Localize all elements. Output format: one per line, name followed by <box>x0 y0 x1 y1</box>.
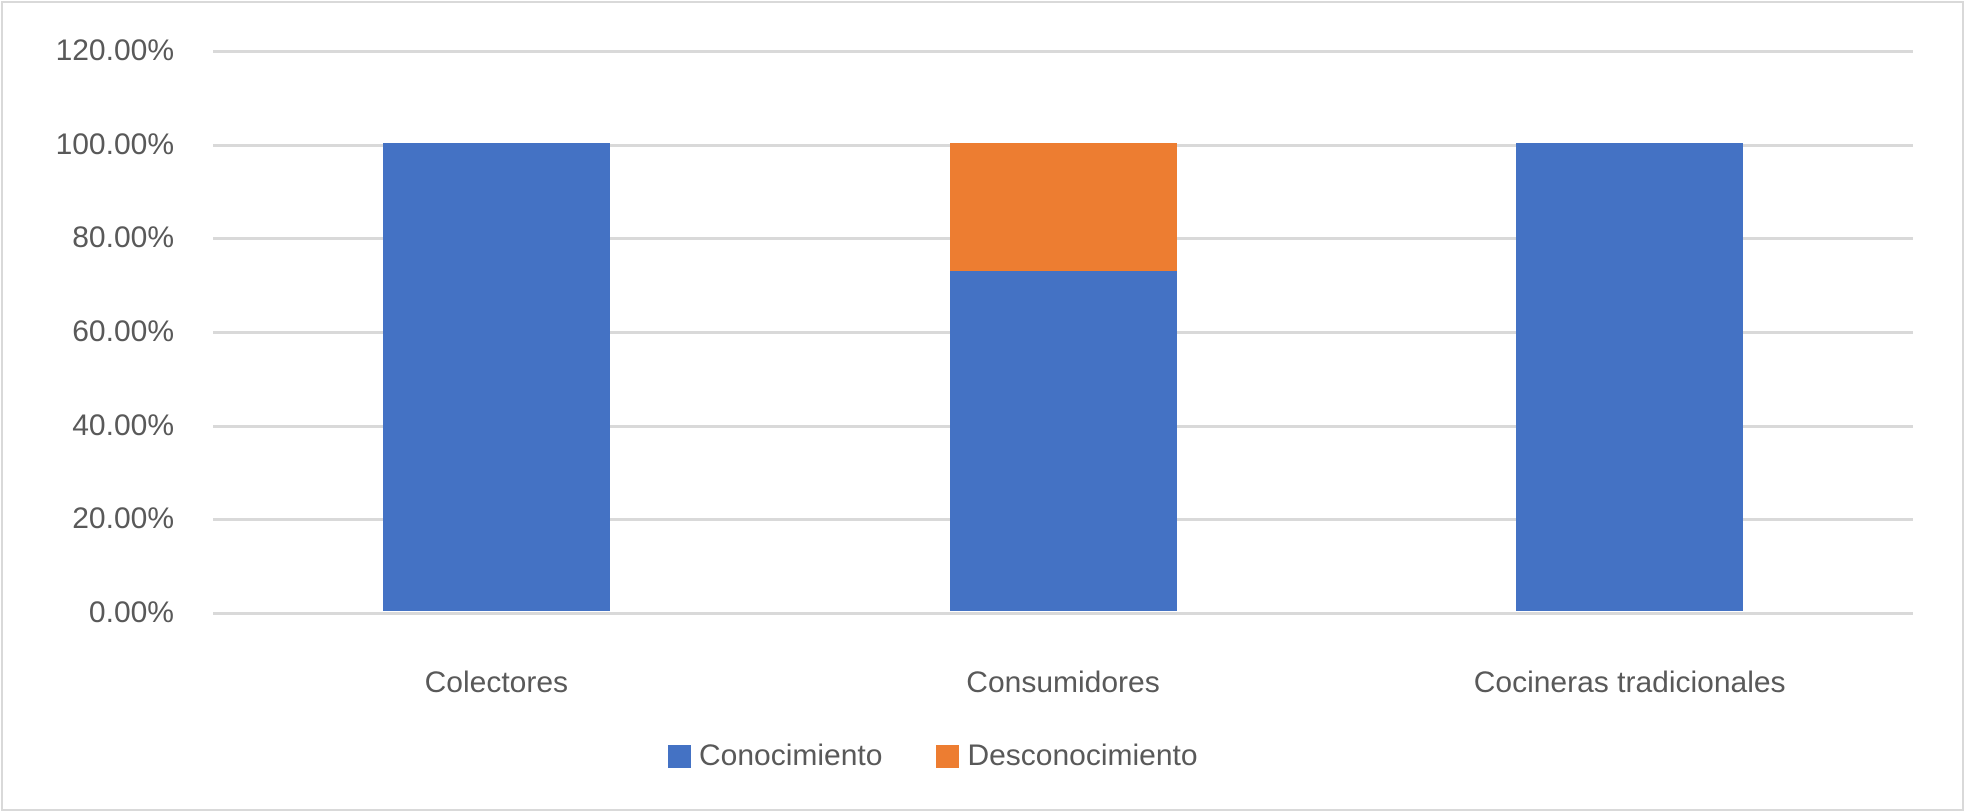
y-tick-label: 60.00% <box>72 315 174 348</box>
bar-stack[interactable] <box>1516 51 1744 613</box>
bar-stack[interactable] <box>382 51 610 613</box>
bar-segment[interactable] <box>382 142 610 611</box>
y-tick-label: 80.00% <box>72 221 174 255</box>
x-tick-label: Colectores <box>424 666 569 699</box>
legend-swatch-blue <box>668 744 691 768</box>
y-tick-label: 40.00% <box>72 408 174 442</box>
bar-stack[interactable] <box>949 51 1177 613</box>
legend: Conocimiento Desconocimiento <box>668 736 1252 776</box>
legend-item-desconocimiento[interactable]: Desconocimiento <box>936 736 1198 776</box>
x-tick-label: Consumidores <box>966 666 1160 699</box>
y-tick-label: 100.00% <box>55 127 174 161</box>
bar-segment[interactable] <box>949 142 1177 271</box>
y-tick-label: 0.00% <box>88 596 174 629</box>
bar-segment[interactable] <box>1516 142 1744 611</box>
gridline <box>213 612 1913 615</box>
y-tick-label: 20.00% <box>72 502 174 536</box>
legend-item-conocimiento[interactable]: Conocimiento <box>668 736 882 776</box>
gridline <box>213 50 1913 53</box>
plot-area <box>213 50 1913 615</box>
legend-label: Conocimiento <box>699 739 883 772</box>
x-tick-label: Cocineras tradicionales <box>1473 666 1786 699</box>
bar-segment[interactable] <box>949 270 1177 611</box>
legend-label: Desconocimiento <box>967 739 1198 772</box>
y-tick-label: 120.00% <box>55 34 174 67</box>
legend-swatch-orange <box>936 744 960 768</box>
